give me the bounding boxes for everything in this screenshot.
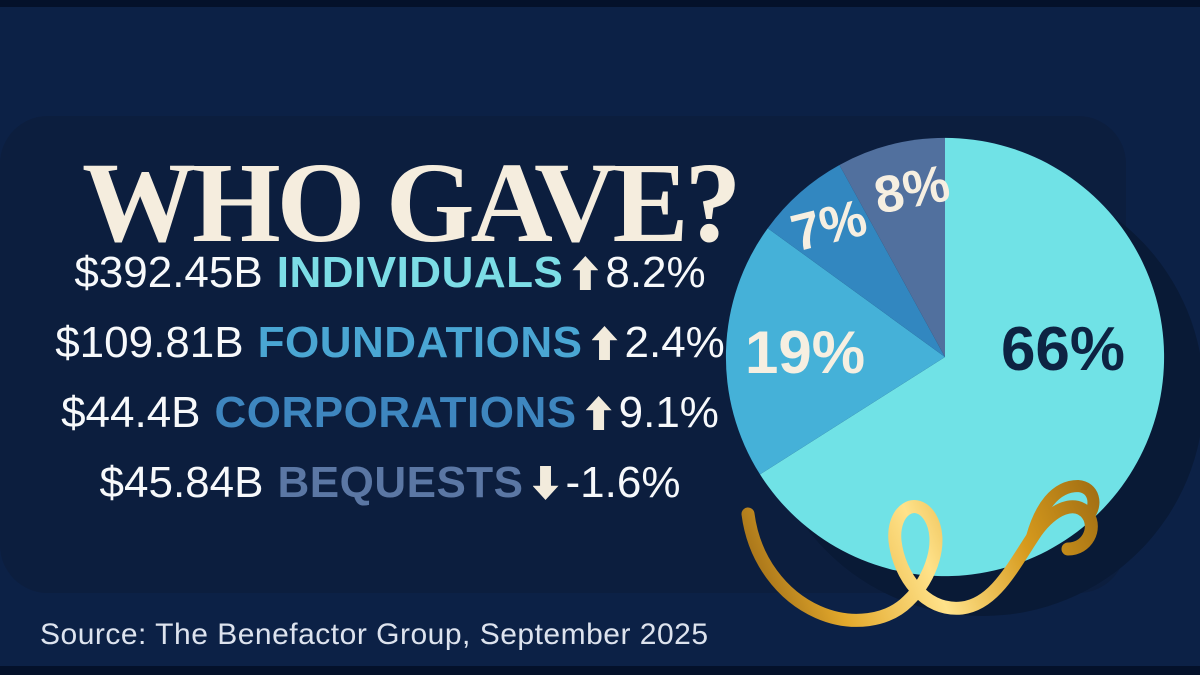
stat-amount: $45.84B: [99, 458, 264, 507]
stat-amount: $44.4B: [61, 388, 201, 437]
stat-amount: $109.81B: [55, 318, 244, 367]
stat-change: 9.1%: [618, 388, 719, 437]
stat-category: BEQUESTS: [277, 458, 524, 507]
stat-amount: $392.45B: [74, 248, 263, 297]
bottom-edge-strip: [0, 666, 1200, 675]
pie-slice-bequests: [839, 137, 945, 357]
pie-slice-label-foundations: 19%: [744, 319, 866, 386]
stat-row-individuals: $392.45B INDIVIDUALS 8.2%: [40, 238, 740, 308]
pie-slice-label-bequests: 8%: [869, 154, 955, 226]
pie-slice-individuals: [760, 137, 1165, 577]
stat-category: INDIVIDUALS: [276, 248, 564, 297]
top-edge-strip: [0, 0, 1200, 7]
stat-row-foundations: $109.81B FOUNDATIONS 2.4%: [40, 308, 740, 378]
stat-change: -1.6%: [565, 458, 681, 507]
stat-change: 8.2%: [605, 248, 706, 297]
up-arrow-icon: [585, 396, 612, 430]
pie-slice-corporations: [767, 165, 945, 357]
stat-category: CORPORATIONS: [214, 388, 577, 437]
stat-category: FOUNDATIONS: [257, 318, 583, 367]
stat-row-bequests: $45.84B BEQUESTS -1.6%: [40, 448, 740, 518]
pie-slice-label-individuals: 66%: [1000, 315, 1126, 384]
source-attribution: Source: The Benefactor Group, September …: [40, 618, 709, 651]
page-title: WHO GAVE?: [82, 139, 742, 267]
pie-slice-foundations: [725, 228, 945, 475]
up-arrow-icon: [572, 256, 599, 290]
stat-change: 2.4%: [624, 318, 725, 367]
stats-list: $392.45B INDIVIDUALS 8.2% $109.81B FOUND…: [40, 238, 740, 518]
down-arrow-icon: [532, 466, 559, 500]
up-arrow-icon: [591, 326, 618, 360]
stat-row-corporations: $44.4B CORPORATIONS 9.1%: [40, 378, 740, 448]
pie-chart: [725, 137, 1165, 577]
